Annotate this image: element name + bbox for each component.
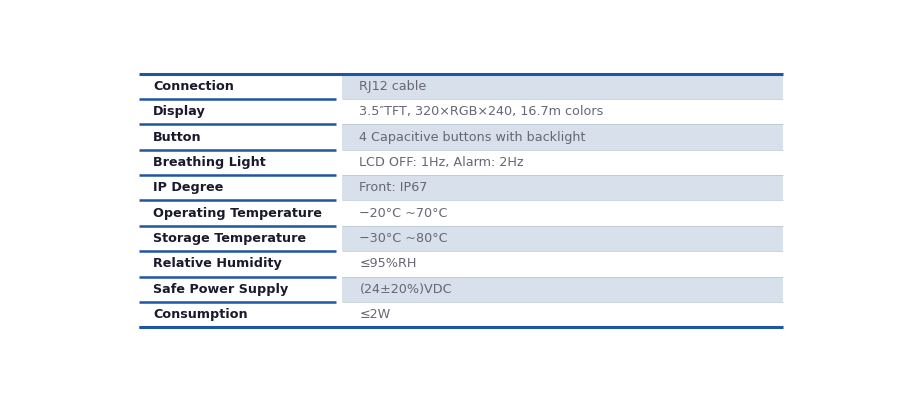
Bar [342,150,784,175]
Bar [342,200,784,226]
Bar [342,251,784,277]
Bar [342,124,784,150]
Bar [139,124,342,150]
Bar [139,73,342,99]
Bar [342,99,784,124]
Bar [139,99,342,124]
Bar [342,277,784,302]
Bar [342,302,784,328]
Bar [139,302,342,328]
Bar [139,200,342,226]
Text: IP Degree: IP Degree [153,181,223,194]
Text: 4 Capacitive buttons with backlight: 4 Capacitive buttons with backlight [359,131,586,144]
Bar [342,73,784,99]
Text: Consumption: Consumption [153,308,248,321]
Text: Front: IP67: Front: IP67 [359,181,428,194]
Bar [139,175,342,200]
Text: ≤95%RH: ≤95%RH [359,257,417,270]
Text: (24±20%)VDC: (24±20%)VDC [359,283,452,296]
Bar [342,226,784,251]
Text: ≤2W: ≤2W [359,308,391,321]
Text: LCD OFF: 1Hz, Alarm: 2Hz: LCD OFF: 1Hz, Alarm: 2Hz [359,156,524,169]
Text: −20°C ~70°C: −20°C ~70°C [359,207,448,220]
Text: 3.5″TFT, 320×RGB×240, 16.7m colors: 3.5″TFT, 320×RGB×240, 16.7m colors [359,105,604,118]
Text: Connection: Connection [153,80,234,93]
Text: Relative Humidity: Relative Humidity [153,257,282,270]
Text: RJ12 cable: RJ12 cable [359,80,427,93]
Bar [139,226,342,251]
Text: Safe Power Supply: Safe Power Supply [153,283,288,296]
Bar [342,175,784,200]
Bar [139,251,342,277]
Bar [139,150,342,175]
Text: −30°C ~80°C: −30°C ~80°C [359,232,448,245]
Text: Display: Display [153,105,206,118]
Bar [139,277,342,302]
Text: Storage Temperature: Storage Temperature [153,232,306,245]
Text: Operating Temperature: Operating Temperature [153,207,322,220]
Text: Breathing Light: Breathing Light [153,156,266,169]
Text: Button: Button [153,131,202,144]
